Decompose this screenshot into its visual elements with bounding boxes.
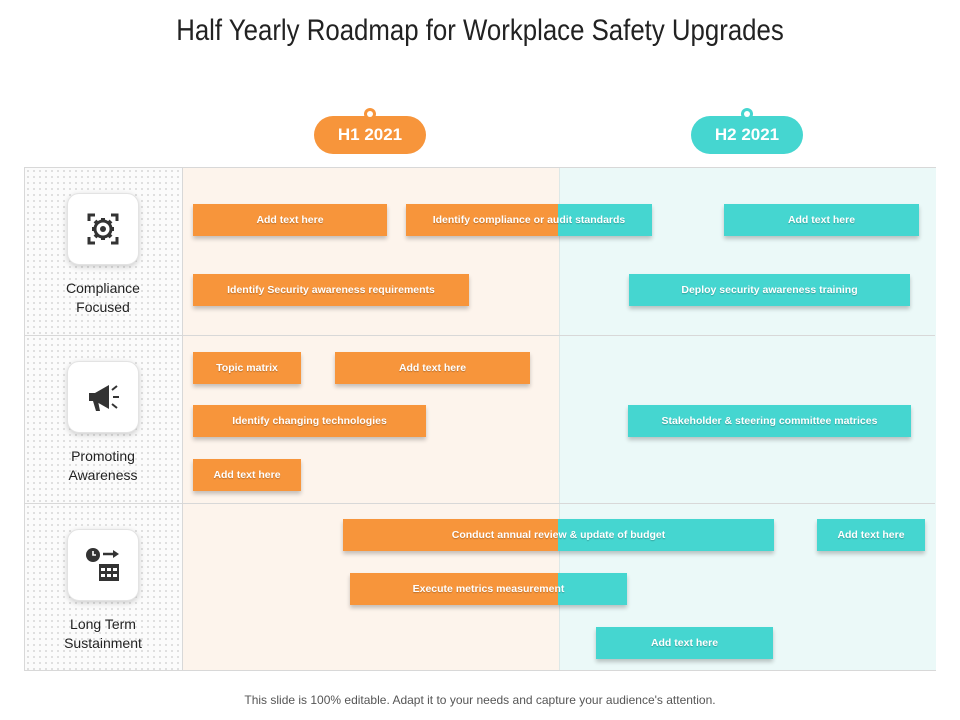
label-line: Awareness [68, 467, 138, 483]
period-label: H1 2021 [337, 125, 403, 144]
task-bar[interactable]: Identify changing technologies [193, 405, 426, 437]
period-header-h2: H2 2021 [691, 108, 803, 154]
page-title: Half Yearly Roadmap for Workplace Safety… [176, 14, 784, 47]
awareness-icon-box [67, 361, 139, 433]
task-bar[interactable]: Topic matrix [193, 352, 301, 384]
task-bar[interactable]: Add text here [193, 204, 387, 236]
row-divider [25, 503, 935, 504]
compliance-icon-box [67, 193, 139, 265]
calendar-clock-icon [86, 548, 119, 581]
task-bar[interactable]: Add text here [817, 519, 925, 551]
label-line: Focused [76, 299, 130, 315]
task-bar[interactable]: Add text here [193, 459, 301, 491]
row-label-sustainment: Long Term Sustainment [24, 615, 182, 653]
label-line: Sustainment [64, 635, 142, 651]
sustainment-icon-box [67, 529, 139, 601]
task-bar[interactable]: Identify compliance or audit standards [406, 204, 652, 236]
megaphone-icon [89, 385, 119, 411]
task-bar[interactable]: Conduct annual review & update of budget [343, 519, 774, 551]
footer-note: This slide is 100% editable. Adapt it to… [244, 693, 716, 707]
label-line: Compliance [66, 280, 140, 296]
task-bar[interactable]: Identify Security awareness requirements [193, 274, 469, 306]
task-bar[interactable]: Add text here [724, 204, 919, 236]
pin-icon [364, 108, 376, 120]
task-bar[interactable]: Add text here [335, 352, 530, 384]
pin-icon [741, 108, 753, 120]
row-label-compliance: Compliance Focused [24, 279, 182, 317]
task-bar[interactable]: Deploy security awareness training [629, 274, 910, 306]
row-divider [25, 335, 935, 336]
row-label-awareness: Promoting Awareness [24, 447, 182, 485]
task-bar[interactable]: Execute metrics measurement [350, 573, 627, 605]
label-line: Long Term [70, 616, 136, 632]
period-header-h1: H1 2021 [314, 108, 426, 154]
task-bar[interactable]: Stakeholder & steering committee matrice… [628, 405, 911, 437]
period-label: H2 2021 [714, 125, 780, 144]
gear-icon [87, 213, 119, 245]
label-line: Promoting [71, 448, 135, 464]
task-bar[interactable]: Add text here [596, 627, 773, 659]
